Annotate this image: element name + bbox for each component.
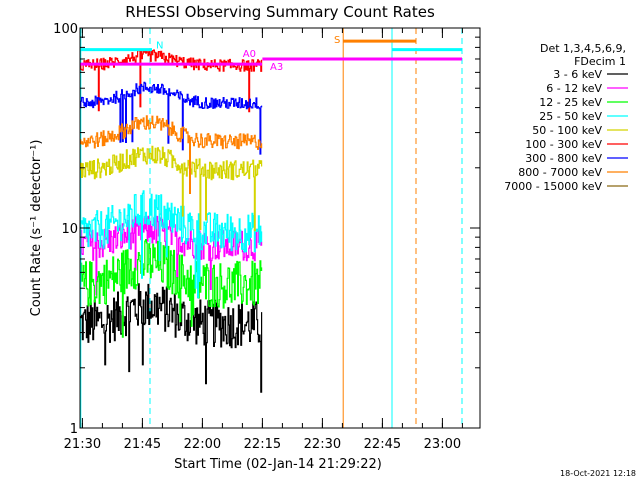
y-tick-label: 100 (53, 22, 78, 37)
x-axis-label: Start Time (02-Jan-14 21:29:22) (174, 457, 382, 472)
legend-label-50-100-kev: 50 - 100 keV (532, 124, 602, 137)
legend-label-300-800-kev: 300 - 800 keV (525, 152, 602, 165)
legend-label-3-6-kev: 3 - 6 keV (553, 68, 602, 81)
y-tick-label: 10 (61, 222, 78, 237)
legend-header-0: Det 1,3,4,5,6,9, (540, 42, 626, 55)
series-line-50-100-kev (80, 145, 263, 232)
state-label-s: S (334, 35, 340, 46)
x-tick-label: 21:30 (64, 437, 101, 452)
legend-label-800-7000-kev: 800 - 7000 keV (518, 166, 602, 179)
state-label-n: N (156, 41, 163, 52)
legend-label-100-300-kev: 100 - 300 keV (525, 138, 602, 151)
legend-label-7000-15000-kev: 7000 - 15000 keV (504, 180, 602, 193)
legend-label-12-25-kev: 12 - 25 keV (539, 96, 602, 109)
x-tick-label: 23:00 (424, 437, 461, 452)
x-tick-label: 22:00 (184, 437, 221, 452)
legend-label-25-50-kev: 25 - 50 keV (539, 110, 602, 123)
series-line-300-800-kev (80, 81, 263, 155)
chart-title: RHESSI Observing Summary Count Rates (125, 3, 435, 21)
series-line-12-25-kev (80, 239, 263, 338)
y-tick-label: 1 (70, 422, 78, 437)
state-label-a3: A3 (270, 62, 283, 73)
legend-label-6-12-kev: 6 - 12 keV (546, 82, 602, 95)
x-tick-label: 21:45 (124, 437, 161, 452)
x-tick-label: 22:45 (364, 437, 401, 452)
state-label-a0: A0 (243, 49, 256, 60)
x-tick-label: 22:30 (304, 437, 341, 452)
x-tick-label: 22:15 (244, 437, 281, 452)
footer-timestamp: 18-Oct-2021 12:18 (560, 469, 636, 478)
series-line-25-50-kev (80, 190, 263, 299)
series-line-3-6-kev (80, 283, 263, 393)
y-axis-label: Count Rate (s⁻¹ detector⁻¹) (29, 140, 44, 317)
series-line-800-7000-kev (80, 115, 263, 194)
legend-header-1: FDecim 1 (574, 55, 626, 68)
